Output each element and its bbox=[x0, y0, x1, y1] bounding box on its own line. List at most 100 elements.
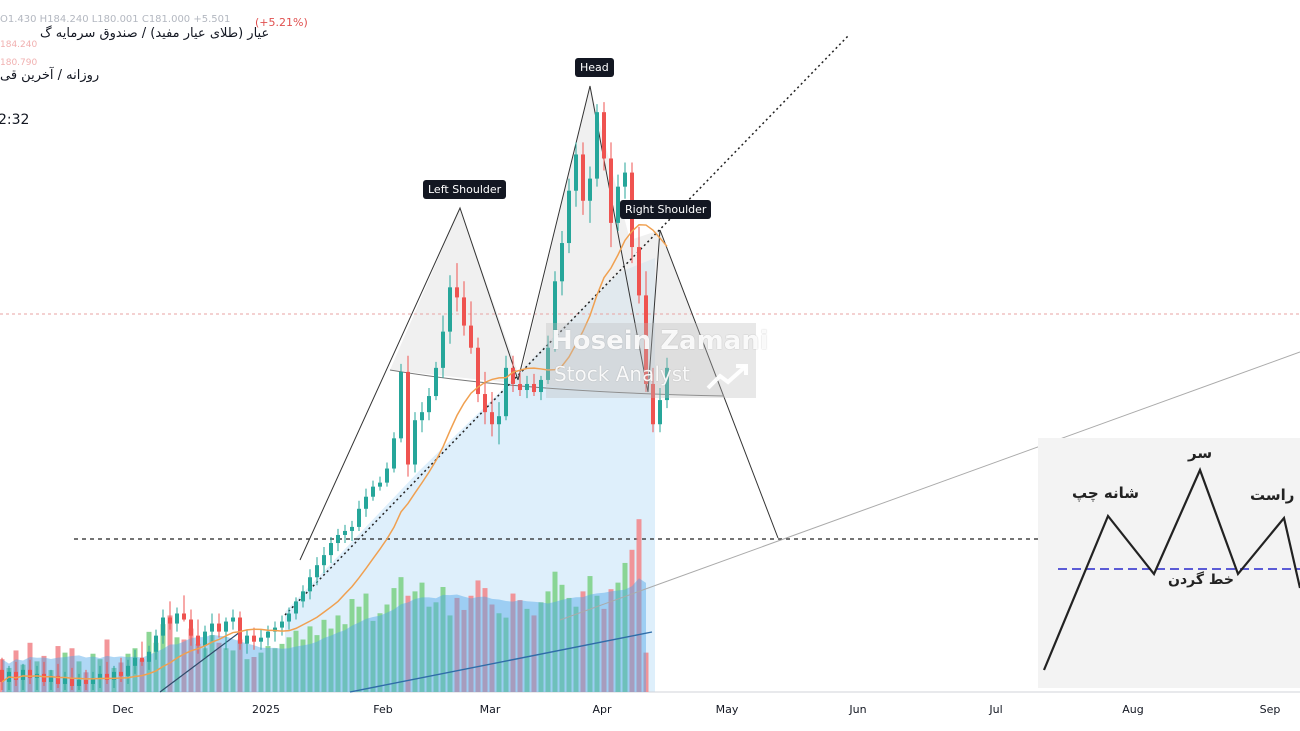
candle-body bbox=[581, 154, 585, 201]
candle-body bbox=[294, 601, 298, 614]
volume-bar bbox=[153, 642, 159, 692]
symbol-title: عیار (طلای عیار مفید) / صندوق سرمایه گ bbox=[40, 26, 270, 41]
candle-body bbox=[504, 367, 508, 417]
candle-body bbox=[448, 287, 452, 332]
inset-right-shoulder-label: شانه راست bbox=[1250, 486, 1300, 504]
candle-body bbox=[70, 677, 74, 686]
candle-body bbox=[357, 508, 361, 527]
candle-body bbox=[0, 669, 4, 682]
pattern-lines bbox=[284, 35, 1300, 621]
candle-body bbox=[168, 617, 172, 624]
volume-bar bbox=[349, 599, 355, 692]
candle-body bbox=[252, 635, 256, 642]
volume-bar bbox=[622, 562, 628, 692]
candle-body bbox=[217, 623, 221, 632]
inset-head-label: سر bbox=[1188, 444, 1213, 462]
volume-bar bbox=[615, 582, 621, 692]
moving-average-layer bbox=[1, 224, 668, 683]
volume-bar bbox=[279, 643, 285, 692]
volume-bar bbox=[482, 588, 488, 692]
volume-bar bbox=[370, 620, 376, 692]
volume-bar bbox=[342, 624, 348, 692]
candle-body bbox=[63, 677, 67, 684]
candle-body bbox=[637, 247, 641, 296]
candle-body bbox=[231, 617, 235, 622]
volume-bar bbox=[321, 619, 327, 692]
candle-body bbox=[98, 673, 102, 678]
candle-body bbox=[189, 619, 193, 636]
volume-bar bbox=[188, 628, 194, 692]
candle-body bbox=[56, 675, 60, 684]
candle-body bbox=[462, 297, 466, 326]
volume-bar bbox=[328, 628, 334, 692]
candle-body bbox=[644, 295, 648, 384]
slow-ma-line bbox=[349, 631, 653, 693]
volume-bar bbox=[272, 648, 278, 692]
volume-bar bbox=[573, 606, 579, 692]
candle-body bbox=[441, 331, 445, 368]
left-shoulder-tag: Left Shoulder bbox=[423, 180, 507, 199]
volume-bar bbox=[181, 639, 187, 692]
candle-body bbox=[539, 379, 543, 393]
right-shoulder-tag: Right Shoulder bbox=[620, 200, 712, 219]
volume-bar bbox=[517, 600, 523, 692]
volume-bar bbox=[384, 604, 390, 692]
volume-bar bbox=[489, 604, 495, 692]
candle-body bbox=[392, 438, 396, 469]
volume-bar bbox=[209, 635, 215, 692]
volume-bar bbox=[244, 659, 250, 692]
watermark-name: Hosein Zamani bbox=[551, 326, 769, 356]
candle-body bbox=[434, 367, 438, 397]
candle-body bbox=[420, 412, 424, 421]
volume-bar bbox=[587, 576, 593, 692]
volume-bar bbox=[377, 613, 383, 692]
head-tag: Head bbox=[575, 58, 614, 77]
candle-body bbox=[602, 112, 606, 159]
candle-body bbox=[42, 673, 46, 682]
candle-body bbox=[84, 679, 88, 684]
candle-body bbox=[483, 394, 487, 413]
candle-body bbox=[588, 178, 592, 201]
candle-body bbox=[238, 617, 242, 644]
candle-body bbox=[14, 671, 18, 680]
candle-body bbox=[224, 621, 228, 632]
volume-ma-area bbox=[2, 578, 646, 692]
volume-bar bbox=[202, 648, 208, 692]
candle-body bbox=[301, 591, 305, 602]
pattern-diagram-inset: شانه چپ سر شانه راست خط گردن bbox=[1038, 438, 1300, 688]
volume-bar bbox=[566, 597, 572, 692]
inset-neckline-label: خط گردن bbox=[1168, 572, 1234, 588]
volume-bar bbox=[405, 595, 411, 692]
candle-body bbox=[322, 555, 326, 566]
volume-bar bbox=[468, 595, 474, 692]
candle-body bbox=[280, 621, 284, 628]
volume-bar bbox=[391, 588, 397, 692]
volume-bar bbox=[538, 602, 544, 692]
candle-body bbox=[329, 543, 333, 556]
volume-bar bbox=[545, 591, 551, 692]
candles-layer bbox=[0, 102, 669, 690]
inset-left-shoulder-label: شانه چپ bbox=[1072, 484, 1140, 502]
volume-bar bbox=[643, 652, 649, 692]
candle-body bbox=[413, 420, 417, 465]
volume-bar bbox=[314, 635, 320, 692]
candle-body bbox=[497, 416, 501, 425]
x-tick-label: Aug bbox=[1122, 703, 1143, 716]
candle-body bbox=[371, 486, 375, 497]
volume-bar bbox=[230, 650, 236, 692]
candle-body bbox=[119, 671, 123, 676]
candle-body bbox=[28, 669, 32, 678]
candle-body bbox=[182, 613, 186, 620]
candle-body bbox=[546, 347, 550, 380]
volume-bar bbox=[195, 643, 201, 692]
volume-bar bbox=[426, 606, 432, 692]
volume-bar bbox=[216, 642, 222, 692]
candle-body bbox=[175, 613, 179, 624]
volume-bar bbox=[160, 624, 166, 692]
x-tick-label: Feb bbox=[373, 703, 392, 716]
neckline-curve bbox=[389, 369, 725, 397]
volume-bar bbox=[307, 626, 313, 692]
candle-body bbox=[665, 367, 669, 401]
candle-body bbox=[147, 651, 151, 662]
